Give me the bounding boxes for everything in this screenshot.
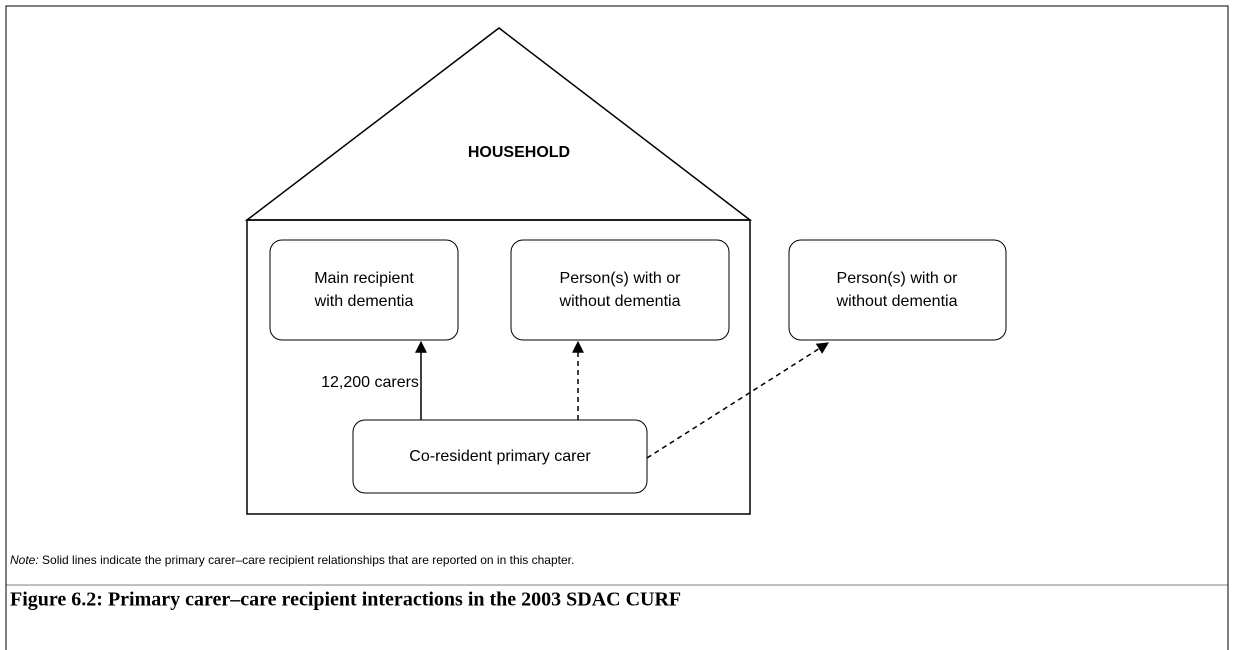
- node-label: Main recipient: [314, 270, 414, 287]
- node: Co-resident primary carer: [352, 419, 648, 494]
- frame: [5, 5, 1229, 650]
- node-label: without dementia: [836, 293, 958, 310]
- node-label: without dementia: [559, 293, 681, 310]
- edge-label: 12,200 carers: [321, 374, 419, 391]
- roof: [244, 27, 753, 221]
- note: Note: Solid lines indicate the primary c…: [10, 553, 574, 567]
- node-label: Person(s) with or: [560, 270, 682, 287]
- node-label: Co-resident primary carer: [409, 448, 591, 465]
- house-body: [246, 219, 751, 515]
- household-label: HOUSEHOLD: [468, 144, 570, 161]
- caption: Figure 6.2: Primary carer–care recipient…: [10, 589, 681, 611]
- node: Person(s) with or without dementia: [788, 239, 1007, 341]
- node: Main recipient with dementia: [269, 239, 459, 341]
- node-label: Person(s) with or: [837, 270, 959, 287]
- note-text: Solid lines indicate the primary carer–c…: [42, 553, 574, 567]
- dashed-arrow: [646, 342, 830, 459]
- node: Person(s) with or without dementia: [510, 239, 730, 341]
- note-prefix: Note:: [10, 553, 39, 567]
- node-label: with dementia: [314, 293, 414, 310]
